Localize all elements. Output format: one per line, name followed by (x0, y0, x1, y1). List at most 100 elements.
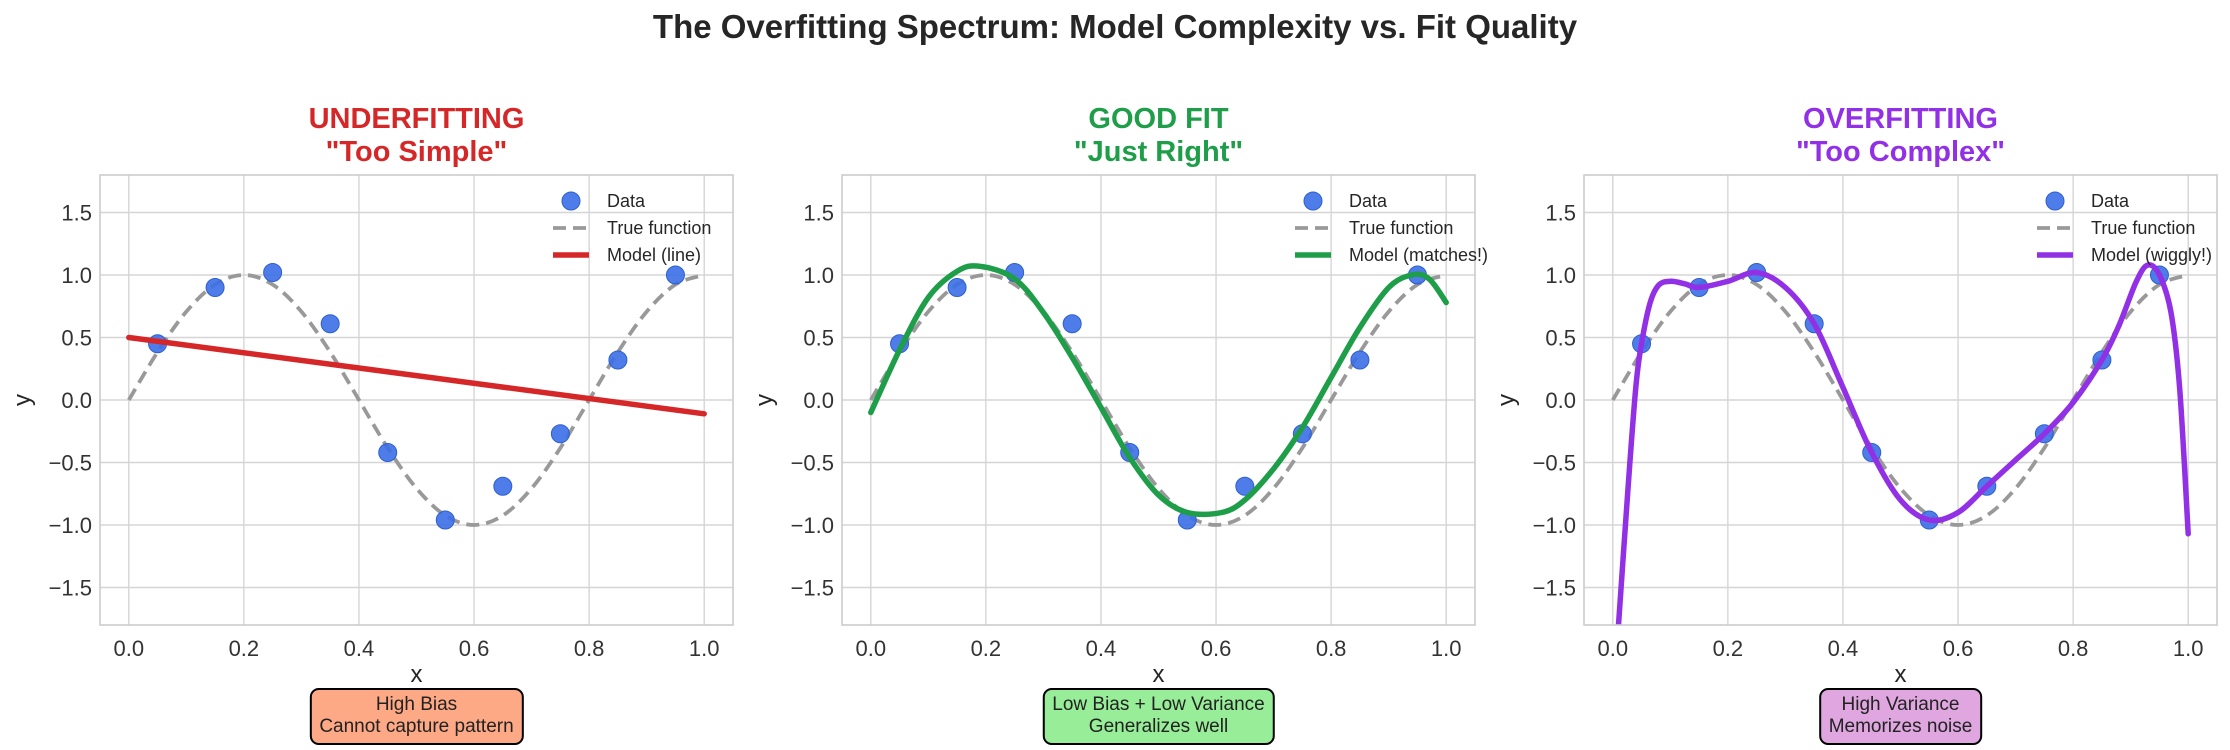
x-tick-label: 0.2 (229, 636, 260, 661)
panel-subtitle: "Just Right" (1074, 136, 1243, 168)
x-tick-label: 1.0 (689, 636, 720, 661)
true-function-line (1611, 273, 2189, 527)
axes-frame (99, 174, 734, 626)
y-tick-label: −1.0 (49, 513, 92, 538)
data-point (1062, 314, 1082, 334)
panel-title: UNDERFITTING (309, 103, 525, 135)
legend-marker-data (561, 191, 581, 211)
x-tick-label: 0.2 (971, 636, 1002, 661)
x-tick-label: 0.8 (1316, 636, 1347, 661)
model-line (1615, 262, 2191, 625)
x-tick-label: 0.6 (459, 636, 490, 661)
figure-title: The Overfitting Spectrum: Model Complexi… (652, 8, 1578, 45)
legend-label: True function (2091, 218, 2195, 238)
x-tick-label: 0.6 (1943, 636, 1974, 661)
y-tick-label: 0.0 (803, 388, 834, 413)
legend-marker-data (2045, 191, 2065, 211)
legend-label: Data (1349, 191, 1388, 211)
x-tick-label: 0.0 (855, 636, 886, 661)
legend-marker-data (1303, 191, 1323, 211)
panel-title: OVERFITTING (1803, 103, 1998, 135)
panel-title: GOOD FIT (1088, 103, 1228, 135)
legend-label: True function (607, 218, 711, 238)
y-tick-label: 1.5 (803, 201, 834, 226)
x-tick-label: 0.4 (1828, 636, 1859, 661)
y-tick-label: −0.5 (1533, 451, 1576, 476)
x-tick-label: 0.2 (1713, 636, 1744, 661)
data-point (608, 350, 628, 370)
annotation-line: High Bias (375, 694, 458, 715)
y-axis-label: y (1493, 394, 1520, 406)
annotation-line: Memorizes noise (1828, 716, 1973, 737)
x-axis-label: x (411, 661, 423, 688)
x-tick-label: 1.0 (1431, 636, 1462, 661)
y-tick-label: 0.5 (803, 326, 834, 351)
plot-content (868, 263, 1449, 530)
data-point (550, 424, 570, 444)
y-tick-label: −1.5 (49, 576, 92, 601)
legend-label: Model (wiggly!) (2091, 245, 2212, 265)
x-tick-label: 0.8 (574, 636, 605, 661)
x-axis-label: x (1153, 661, 1165, 688)
annotation-box: High Variance Memorizes noise (1818, 688, 1983, 745)
x-tick-label: 1.0 (2173, 636, 2204, 661)
legend-label: Data (607, 191, 646, 211)
data-point (1235, 476, 1255, 496)
legend: Data True function Model (line) (553, 191, 711, 265)
annotation-box: Low Bias + Low Variance Generalizes well (1042, 688, 1275, 745)
model-line (126, 334, 707, 417)
y-tick-label: 1.0 (61, 263, 92, 288)
y-tick-label: −1.0 (1533, 513, 1576, 538)
data-point (205, 278, 225, 297)
panel-1: 0.0 0.2 0.4 0.6 0.8 1.0 −1.5 −1.0 −0.5 0.0 0.5 1.0 1… (9, 103, 734, 688)
annotation-line: Low Bias + Low Variance (1052, 694, 1265, 715)
legend-label: Data (2091, 191, 2130, 211)
legend: Data True function Model (matches!) (1295, 191, 1488, 265)
panel-subtitle: "Too Complex" (1796, 136, 2005, 168)
y-tick-label: −1.5 (1533, 576, 1576, 601)
legend: Data True function Model (wiggly!) (2037, 191, 2212, 265)
panel-3: 0.0 0.2 0.4 0.6 0.8 1.0 −1.5 −1.0 −0.5 0.0 0.5 1.0 1… (1493, 103, 2218, 688)
plot-content (126, 263, 707, 530)
data-point (1350, 350, 1370, 370)
x-tick-label: 0.0 (1597, 636, 1628, 661)
annotation-box: High Bias Cannot capture pattern (309, 688, 524, 745)
y-tick-label: −0.5 (49, 451, 92, 476)
model-line (868, 263, 1449, 518)
annotation-line: Generalizes well (1088, 716, 1229, 737)
x-tick-label: 0.4 (1086, 636, 1117, 661)
legend-label: Model (line) (607, 245, 701, 265)
legend-label: Model (matches!) (1349, 245, 1488, 265)
y-tick-label: 0.0 (61, 388, 92, 413)
y-tick-label: 0.5 (1545, 326, 1576, 351)
annotation-line: Cannot capture pattern (319, 716, 514, 737)
data-point (665, 265, 685, 285)
y-tick-label: 1.0 (803, 263, 834, 288)
panel-2: 0.0 0.2 0.4 0.6 0.8 1.0 −1.5 −1.0 −0.5 0.0 0.5 1.0 1… (751, 103, 1488, 688)
annotation-line: High Variance (1841, 694, 1960, 715)
panel-subtitle: "Too Simple" (326, 136, 508, 168)
axes-frame (841, 174, 1476, 626)
y-tick-label: −0.5 (791, 451, 834, 476)
legend-label: True function (1349, 218, 1453, 238)
true-function-line (127, 273, 705, 527)
x-tick-label: 0.8 (2058, 636, 2089, 661)
y-tick-label: −1.5 (791, 576, 834, 601)
y-tick-label: 1.5 (1545, 201, 1576, 226)
axes-frame (1583, 174, 2218, 626)
data-point (320, 314, 340, 334)
data-point (435, 510, 455, 530)
y-axis-label: y (751, 394, 778, 406)
y-tick-label: 1.0 (1545, 263, 1576, 288)
true-function-line (869, 273, 1447, 527)
y-tick-label: 1.5 (61, 201, 92, 226)
x-tick-label: 0.4 (344, 636, 375, 661)
y-tick-label: −1.0 (791, 513, 834, 538)
data-point (947, 278, 967, 297)
data-point (493, 476, 513, 496)
x-tick-label: 0.6 (1201, 636, 1232, 661)
plot-content (1611, 262, 2191, 625)
data-point (263, 263, 283, 282)
data-point (378, 443, 398, 462)
